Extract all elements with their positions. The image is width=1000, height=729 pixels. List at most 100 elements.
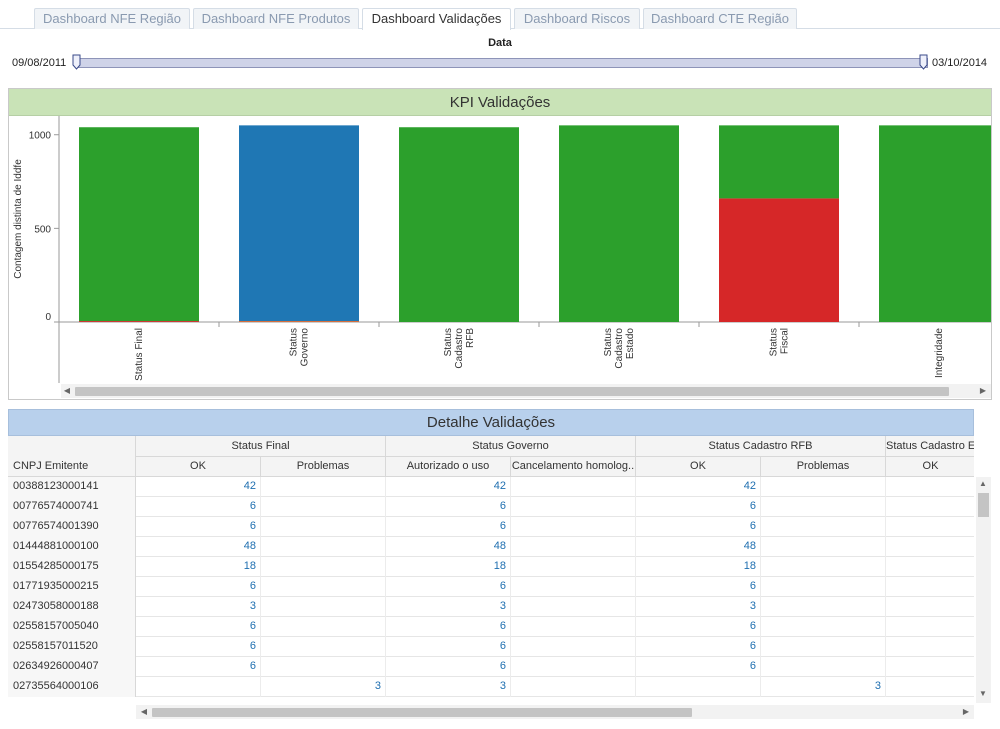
value-cell: 6 (386, 617, 511, 637)
x-category-label: StatusGoverno (289, 328, 311, 367)
value-cell (761, 657, 886, 677)
value-cell: 42 (636, 477, 761, 497)
kpi-chart-scrollbar[interactable]: ◀ ▶ (61, 384, 991, 398)
value-cell: 42 (386, 477, 511, 497)
column-group-header: Status Cadastro E (886, 436, 974, 457)
y-axis-title: Contagem distinta de Iddfe (13, 159, 24, 279)
value-cell: 3 (386, 597, 511, 617)
tab-dashboard-cte-regiao[interactable]: Dashboard CTE Região (643, 8, 797, 29)
value-cell: 6 (136, 657, 261, 677)
column-header[interactable]: Problemas (761, 457, 886, 477)
cnpj-cell: 02634926000407 (8, 657, 136, 677)
value-cell: 6 (136, 577, 261, 597)
column-header[interactable]: Autorizado o uso (386, 457, 511, 477)
value-cell (511, 677, 636, 697)
slider-start-handle[interactable] (72, 54, 81, 70)
value-cell: 3 (761, 677, 886, 697)
cnpj-cell: 02473058000188 (8, 597, 136, 617)
column-group-header: Status Cadastro RFB (636, 436, 886, 457)
value-cell: 6 (386, 517, 511, 537)
table-row[interactable]: 02558157005040 6 6 6 (8, 617, 974, 637)
value-cell (511, 617, 636, 637)
value-cell: 3 (261, 677, 386, 697)
value-cell: 6 (386, 577, 511, 597)
scroll-right-arrow[interactable]: ▶ (979, 386, 987, 395)
table-row[interactable]: 00776574001390 6 6 6 (8, 517, 974, 537)
date-end-value: 03/10/2014 (932, 57, 988, 69)
table-row[interactable]: 01444881000100 48 48 48 (8, 537, 974, 557)
kpi-bar-chart: Contagem distinta de Iddfe 0 500 1000 Status… (13, 116, 991, 383)
value-cell (511, 557, 636, 577)
date-range-slider[interactable] (76, 58, 928, 68)
y-tick-label: 1000 (29, 131, 52, 142)
value-cell (886, 497, 974, 517)
scroll-left-arrow[interactable]: ◀ (140, 707, 148, 716)
value-cell: 6 (136, 637, 261, 657)
value-cell: 18 (636, 557, 761, 577)
value-cell (511, 497, 636, 517)
column-header[interactable]: Problemas (261, 457, 386, 477)
vertical-scroll-thumb[interactable] (978, 493, 989, 517)
table-row[interactable]: 02558157011520 6 6 6 (8, 637, 974, 657)
value-cell: 6 (386, 657, 511, 677)
table-row[interactable] (8, 697, 974, 704)
table-row[interactable]: 01554285000175 18 18 18 (8, 557, 974, 577)
tab-dashboard-validacoes[interactable]: Dashboard Validações (362, 8, 511, 30)
value-cell (886, 637, 974, 657)
value-cell: 18 (136, 557, 261, 577)
value-cell (886, 477, 974, 497)
table-row[interactable]: 00388123000141 42 42 42 (8, 477, 974, 497)
slider-end-handle[interactable] (919, 54, 928, 70)
value-cell: 3 (636, 597, 761, 617)
table-row[interactable]: 02735564000106 3 3 3 (8, 677, 974, 697)
table-row[interactable]: 02634926000407 6 6 6 (8, 657, 974, 677)
row-header-label: CNPJ Emitente (8, 436, 136, 477)
kpi-title: KPI Validações (9, 89, 991, 116)
column-header[interactable]: OK (886, 457, 974, 477)
value-cell: 48 (136, 537, 261, 557)
value-cell (261, 657, 386, 677)
scroll-right-arrow[interactable]: ▶ (962, 707, 970, 716)
bar-segment (239, 125, 359, 322)
column-header[interactable]: OK (136, 457, 261, 477)
value-cell: 6 (136, 517, 261, 537)
column-group-header: Status Governo (386, 436, 636, 457)
table-row[interactable]: 02473058000188 3 3 3 (8, 597, 974, 617)
value-cell: 6 (636, 517, 761, 537)
value-cell (261, 597, 386, 617)
value-cell (761, 617, 886, 637)
detail-vertical-scrollbar[interactable]: ▲ ▼ (976, 477, 991, 703)
cnpj-cell: 00776574001390 (8, 517, 136, 537)
bar-segment (719, 125, 839, 199)
value-cell: 6 (136, 617, 261, 637)
value-cell (261, 477, 386, 497)
value-cell: 48 (636, 537, 761, 557)
cnpj-cell: 01771935000215 (8, 577, 136, 597)
tab-dashboard-riscos[interactable]: Dashboard Riscos (514, 8, 640, 29)
value-cell (261, 577, 386, 597)
date-filter-label: Data (488, 37, 512, 49)
value-cell (511, 537, 636, 557)
table-row[interactable]: 00776574000741 6 6 6 (8, 497, 974, 517)
value-cell (261, 557, 386, 577)
scroll-down-arrow[interactable]: ▼ (979, 689, 987, 698)
value-cell: 3 (386, 677, 511, 697)
value-cell (886, 657, 974, 677)
tab-dashboard-nfe-produtos[interactable]: Dashboard NFE Produtos (193, 8, 359, 29)
x-category-label: StatusCadastroRFB (443, 328, 476, 369)
bar-segment (879, 125, 991, 322)
scroll-left-arrow[interactable]: ◀ (63, 386, 71, 395)
column-header[interactable]: OK (636, 457, 761, 477)
value-cell (261, 497, 386, 517)
column-header[interactable]: Cancelamento homolog.. (511, 457, 636, 477)
x-category-label: Status Final (134, 328, 145, 381)
scroll-thumb[interactable] (75, 387, 949, 396)
table-row[interactable]: 01771935000215 6 6 6 (8, 577, 974, 597)
value-cell (761, 597, 886, 617)
value-cell: 6 (636, 637, 761, 657)
scroll-thumb[interactable] (152, 708, 692, 717)
detail-horizontal-scrollbar[interactable]: ◀ ▶ (136, 705, 974, 719)
cnpj-cell: 00776574000741 (8, 497, 136, 517)
scroll-up-arrow[interactable]: ▲ (979, 479, 987, 488)
tab-dashboard-nfe-regiao[interactable]: Dashboard NFE Região (34, 8, 190, 29)
